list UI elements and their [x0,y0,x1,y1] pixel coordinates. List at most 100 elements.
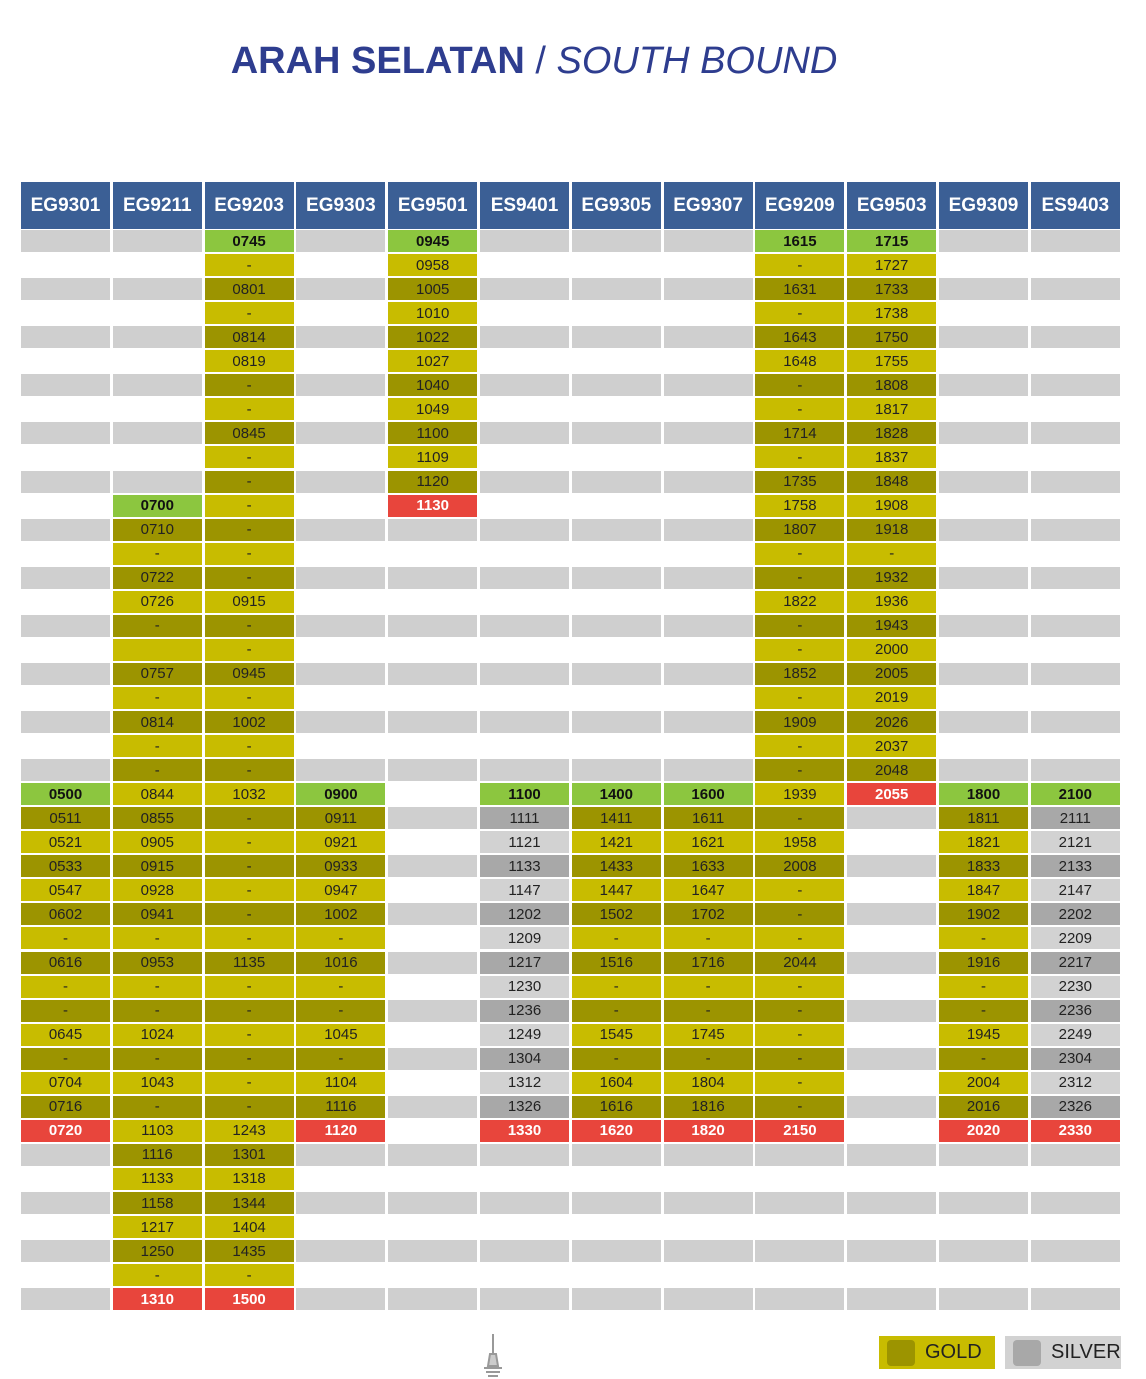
time-cell: 2004 [939,1071,1028,1094]
time-cell: 1820 [663,1119,753,1142]
time-cell: 0819 [204,350,294,373]
row-band [480,1240,569,1263]
row-band [21,614,110,637]
row-band [939,614,1028,637]
time-cell: 1600 [663,783,753,806]
tower-icon [484,1334,502,1377]
row-band [296,374,386,397]
time-cell: 1611 [663,807,753,830]
time-cell: 2005 [847,662,937,685]
row-band [1030,326,1120,349]
row-band [571,759,661,782]
row-band [663,1288,753,1311]
time-cell: 0915 [204,590,294,613]
row-band [296,422,386,445]
row-band [112,422,202,445]
time-cell: 2008 [755,855,845,878]
time-cell: 1100 [388,422,478,445]
time-cell: 0845 [204,422,294,445]
time-cell: 1932 [847,566,937,589]
time-cell: - [204,1264,294,1287]
row-band [21,1288,110,1311]
row-band [755,1240,845,1263]
time-cell: 1733 [847,278,937,301]
row-band [1030,1192,1120,1214]
time-cell: 0500 [21,783,110,806]
row-band [112,470,202,493]
row-band [480,1143,569,1166]
row-band [847,1240,937,1263]
row-band [388,903,478,926]
row-band [571,1192,661,1214]
time-cell: 1243 [204,1119,294,1142]
row-band [755,1143,845,1166]
row-band [663,326,753,349]
time-cell: - [204,398,294,421]
row-band [480,326,569,349]
row-band [847,1047,937,1070]
time-cell: 1447 [571,879,661,902]
row-band [1030,711,1120,733]
time-cell: 1715 [847,230,937,252]
time-cell: 1344 [204,1192,294,1214]
time-cell: 1902 [939,903,1028,926]
time-cell: 1002 [296,903,386,926]
row-band [939,470,1028,493]
row-band [663,759,753,782]
row-band [939,711,1028,733]
row-band [388,951,478,974]
time-cell: 0911 [296,807,386,830]
time-cell: 0900 [296,783,386,806]
row-band [1030,614,1120,637]
time-cell: - [204,374,294,397]
time-cell: 1411 [571,807,661,830]
time-cell: - [112,614,202,637]
time-cell: - [755,302,845,325]
time-cell: 1821 [939,831,1028,854]
time-cell: - [204,518,294,541]
time-cell: 1318 [204,1167,294,1190]
row-band [847,999,937,1022]
row-band [663,711,753,733]
row-band [939,230,1028,252]
time-cell: 1217 [112,1216,202,1239]
row-band [480,1192,569,1214]
row-band [388,1047,478,1070]
row-band [939,662,1028,685]
title-main: ARAH SELATAN [230,40,525,82]
row-band [388,518,478,541]
row-band [388,566,478,589]
row-band [21,278,110,301]
time-cell: - [755,975,845,998]
time-cell: 2330 [1030,1119,1120,1142]
time-cell: - [755,807,845,830]
row-band [663,1192,753,1214]
time-cell: - [939,927,1028,950]
row-band [296,1288,386,1311]
time-cell: 1421 [571,831,661,854]
time-cell: 1758 [755,494,845,517]
time-cell: 2100 [1030,783,1120,806]
time-cell: 2111 [1030,807,1120,830]
time-cell: 1648 [755,350,845,373]
row-band [939,374,1028,397]
time-cell: - [296,927,386,950]
time-cell: 1633 [663,855,753,878]
row-band [939,422,1028,445]
time-cell: - [204,1071,294,1094]
time-cell: - [571,927,661,950]
time-cell: 2202 [1030,903,1120,926]
time-cell: 0511 [21,807,110,830]
time-cell: - [939,999,1028,1022]
row-band [388,662,478,685]
time-cell: 0533 [21,855,110,878]
row-band [480,711,569,733]
time-cell: 1310 [112,1288,202,1311]
row-band [112,374,202,397]
time-cell: 0700 [112,494,202,517]
time-cell: 1828 [847,422,937,445]
row-band [1030,1143,1120,1166]
time-cell: - [571,975,661,998]
row-band [571,1240,661,1263]
